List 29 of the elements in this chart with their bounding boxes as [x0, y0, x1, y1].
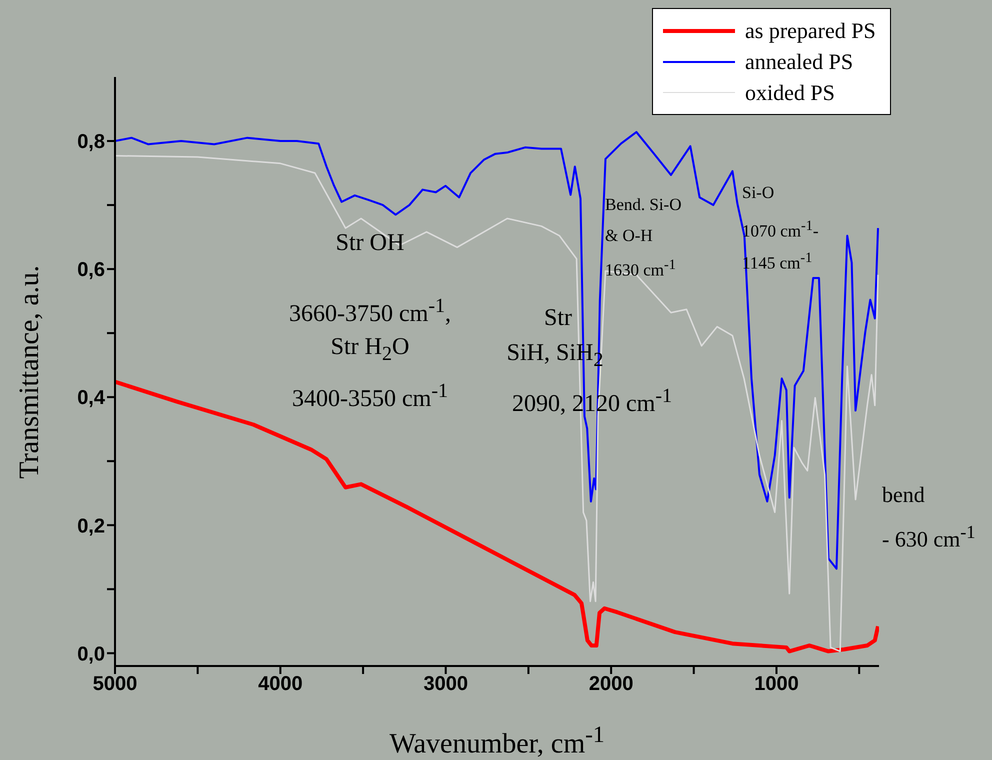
- text: bend: [882, 482, 925, 508]
- annotation: Str OH: [336, 230, 404, 257]
- x-tick-label: 4000: [258, 673, 303, 696]
- legend-label: oxided PS: [745, 80, 835, 106]
- annotation: Str: [544, 305, 572, 332]
- x-axis-title: Wavenumber, cm$^{-1}$: [389, 722, 605, 760]
- x-tick-label: 3000: [423, 673, 468, 696]
- y-axis-title: Transmittance, a.u.: [14, 264, 46, 478]
- annotation: Str H$_{2}$O: [330, 334, 410, 366]
- y-tick-label: 0,2: [77, 515, 105, 538]
- annotation: Bend. Si-O: [605, 195, 682, 215]
- line-series: [115, 154, 879, 652]
- x-tick-label: 2000: [588, 673, 634, 696]
- annotation: Si-O: [742, 183, 774, 203]
- y-tick-label: 0,6: [77, 259, 105, 282]
- annotation: 3660-3750 cm$^{-1}$,: [289, 295, 451, 328]
- line-series: [115, 131, 879, 570]
- y-tick-label: 0,8: [77, 131, 105, 154]
- line-series: [115, 380, 879, 654]
- annotation: 3400-3550 cm$^{-1}$: [292, 380, 448, 413]
- legend-label: annealed PS: [745, 48, 854, 74]
- x-tick-label: 5000: [92, 673, 138, 696]
- y-tick-label: 0,0: [77, 643, 105, 666]
- text: - 630 cm$^{-1}$: [882, 522, 976, 552]
- annotation: & O-H: [605, 226, 653, 246]
- legend-label: as prepared PS: [745, 18, 876, 44]
- y-tick-label: 0,4: [77, 387, 106, 410]
- annotation: 1630 cm$^{-1}$: [605, 257, 676, 281]
- x-tick-label: 1000: [754, 673, 799, 696]
